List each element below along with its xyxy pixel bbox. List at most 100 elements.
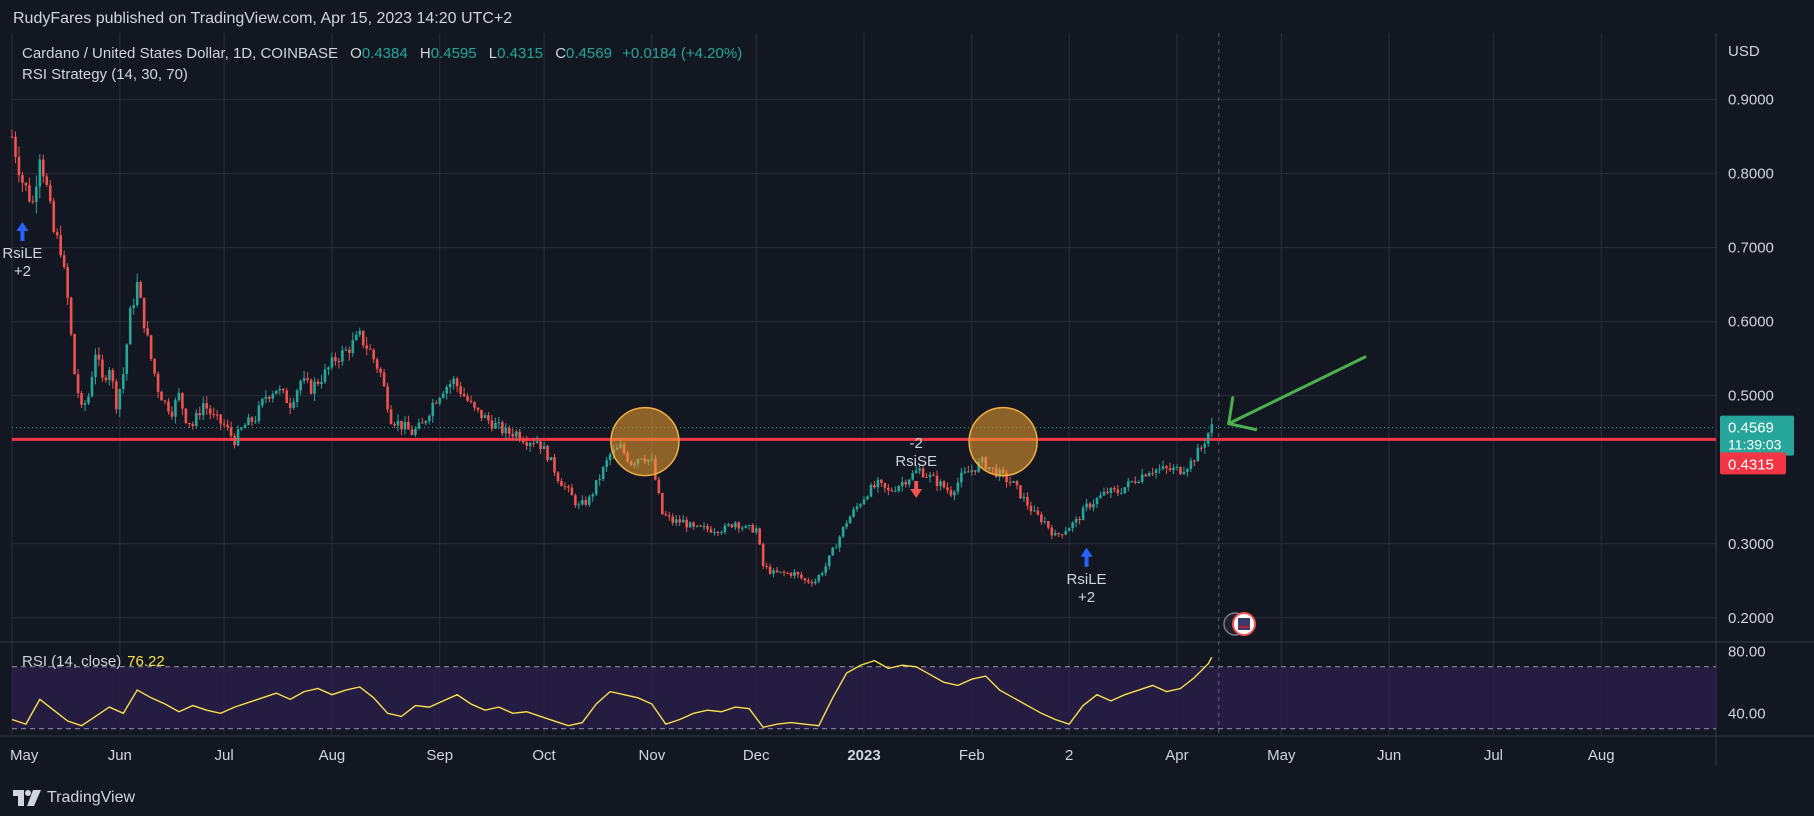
candle-body [240,428,243,430]
candle-body [942,481,946,488]
candle-body [820,573,824,576]
candle-body [174,400,177,417]
candle-body [1036,510,1040,515]
candle-body [960,472,963,483]
candle-body [584,500,588,505]
candle-body [542,445,546,450]
candle-body [1144,474,1147,477]
candle-body [351,340,355,353]
candles [10,129,1214,587]
candle-body [1078,518,1081,521]
candle-body [115,381,118,410]
candle-body [501,422,504,434]
candle-body [334,357,337,362]
candle-body [1196,447,1200,462]
candle-body [914,470,918,474]
candle-body [800,574,803,579]
candle-body [494,422,497,429]
candle-body [601,467,605,480]
candle-body [1106,491,1109,494]
candle-body [594,480,598,495]
time-tick-label: Feb [959,747,985,764]
candle-body [188,423,191,425]
candle-body [661,493,664,515]
candle-body [775,570,779,573]
publisher-bar: RudyFares published on TradingView.com, … [0,0,1814,38]
candle-body [1071,522,1074,529]
candle-body [859,504,862,507]
candle-body [431,402,435,417]
time-tick-label: Nov [639,747,666,764]
candle-body [1050,527,1054,536]
candle-body [1088,503,1092,508]
candle-body [671,516,675,523]
candle-body [28,185,31,202]
candle-body [407,421,410,430]
candle-body [925,477,928,479]
candle-body [215,414,219,416]
candle-body [254,421,257,423]
candle-body [1193,460,1196,462]
candle-body [1022,496,1026,499]
rsi-legend[interactable]: RSI (14, close) 76.22 [22,653,165,670]
candle-body [41,159,45,177]
candle-body [556,472,560,481]
candle-body [1126,481,1130,488]
candle-body [198,412,202,416]
candle-body [344,349,348,351]
candle-body [692,522,695,527]
candle-body [532,443,535,445]
candle-body [247,417,250,425]
candle-body [681,519,685,523]
candle-body [181,392,184,409]
candle-body [786,572,789,574]
symbol-legend[interactable]: Cardano / United States Dollar, 1D, COIN… [22,45,742,62]
candle-body [87,396,90,404]
candle-body [893,490,897,492]
candle-body [587,496,591,505]
candle-body [393,423,396,426]
candle-body [80,393,83,405]
candle-body [862,499,866,505]
candle-body [747,525,751,527]
candle-body [824,566,828,574]
tradingview-logo[interactable]: TradingView [13,789,135,807]
candle-body [1158,468,1161,470]
candle-body [1019,485,1022,499]
candle-body [83,403,87,405]
candle-body [417,422,421,429]
candle-body [1206,432,1210,444]
candle-body [560,480,563,487]
candle-body [918,468,921,471]
candle-body [834,547,838,549]
candle-body [699,525,702,527]
candle-body [379,368,382,373]
candle-body [1123,487,1127,494]
candle-body [348,349,351,353]
candle-body [1120,493,1123,495]
strategy-legend[interactable]: RSI Strategy (14, 30, 70) [22,66,188,83]
candle-body [713,532,716,534]
candle-body [1172,467,1175,471]
candle-body [831,547,835,556]
candle-body [487,415,490,421]
candle-body [761,544,765,566]
candle-body [146,328,149,336]
candle-body [1168,468,1172,471]
candle-body [897,486,901,491]
candle-body [702,526,706,528]
candle-body [1200,447,1203,449]
candle-body [128,308,132,345]
candle-body [528,443,532,446]
candle-body [24,182,28,186]
candle-body [205,403,209,409]
candle-body [403,421,407,430]
candle-body [52,201,56,232]
rsi-tick-label: 40.00 [1728,705,1766,722]
signal-long-label: RsiLE [2,245,42,262]
candle-body [890,490,894,492]
candle-body [10,136,14,138]
price-tick-label: 0.8000 [1728,166,1774,183]
time-tick-label: Jun [108,747,132,764]
